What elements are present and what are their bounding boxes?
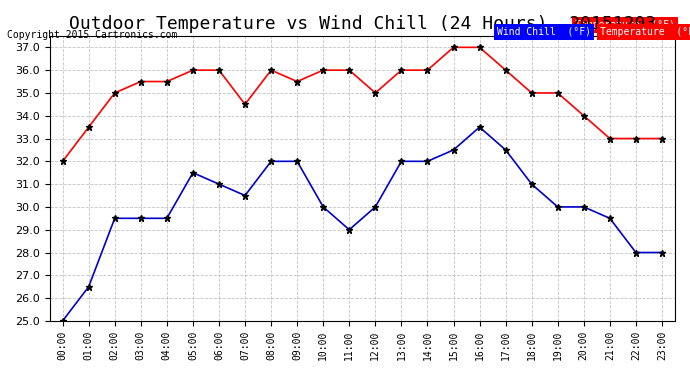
Text: Temperature  (°F): Temperature (°F) <box>575 20 675 30</box>
Text: Temperature  (°F): Temperature (°F) <box>600 27 690 37</box>
Text: Copyright 2015 Cartronics.com: Copyright 2015 Cartronics.com <box>7 30 177 39</box>
Text: Wind Chill  (°F): Wind Chill (°F) <box>581 20 675 30</box>
Title: Outdoor Temperature vs Wind Chill (24 Hours)  20151203: Outdoor Temperature vs Wind Chill (24 Ho… <box>69 15 656 33</box>
Text: Wind Chill  (°F): Wind Chill (°F) <box>497 27 591 37</box>
